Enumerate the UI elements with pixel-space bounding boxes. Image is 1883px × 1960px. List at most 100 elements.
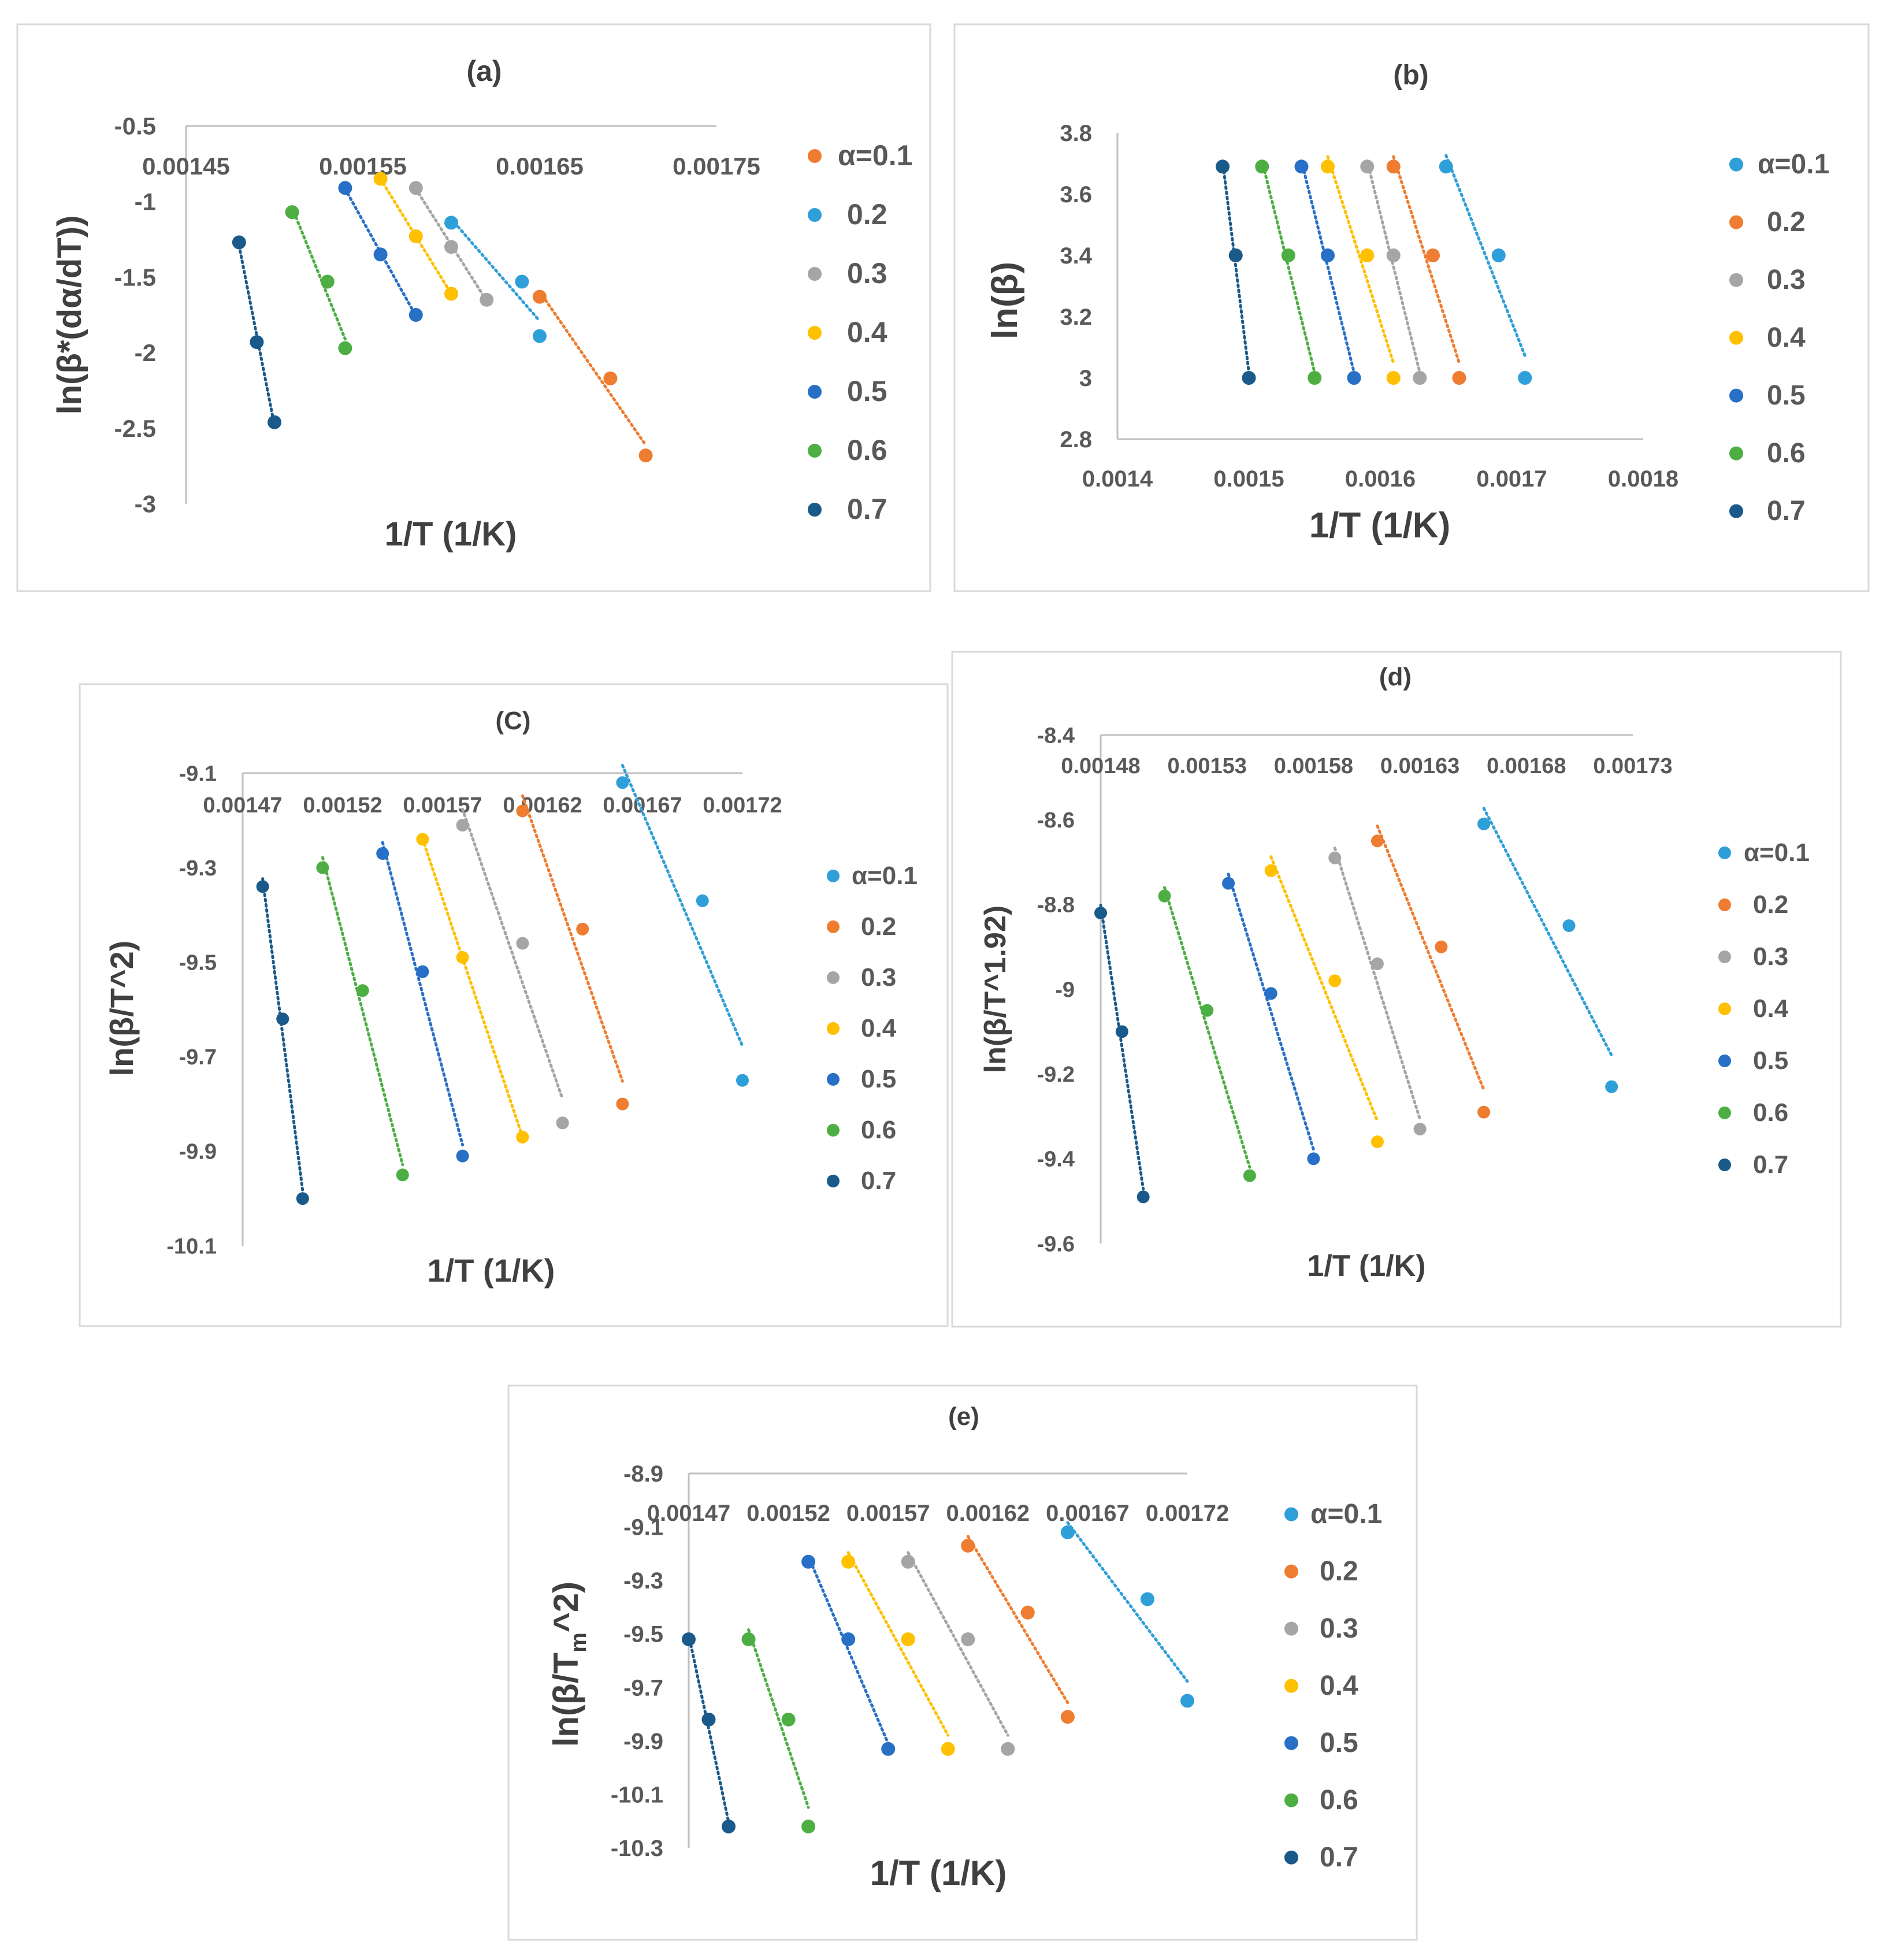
x-tick-label: 0.0017	[1476, 466, 1547, 492]
y-tick-label: -9	[1055, 978, 1075, 1002]
legend-label: 0.3	[1767, 265, 1806, 295]
y-tick-label: -1.5	[114, 263, 156, 291]
data-point-0.5	[1307, 1152, 1320, 1165]
trendline-0.3	[1365, 159, 1421, 374]
legend-marker	[1729, 157, 1743, 172]
legend-marker	[1729, 331, 1743, 345]
data-point-0.3	[1001, 1742, 1015, 1756]
legend-label: α=0.1	[1758, 149, 1829, 180]
data-point-0.5	[801, 1554, 816, 1569]
legend-marker	[1284, 1564, 1298, 1579]
data-point-0.5	[1347, 371, 1361, 385]
trendline-0.2	[1376, 824, 1485, 1092]
data-point-0.7	[1137, 1190, 1150, 1204]
y-axis-label-tail: ^2)	[547, 1582, 585, 1632]
chart-title: (d)	[1379, 663, 1412, 691]
data-point-0.1	[1140, 1592, 1154, 1606]
x-tick-label: 0.0014	[1082, 466, 1153, 492]
data-point-0.2	[516, 804, 529, 818]
x-tick-label: 0.00147	[203, 793, 282, 818]
data-point-0.5	[1264, 987, 1277, 1000]
trendline-0.6	[1163, 886, 1251, 1169]
data-point-0.7	[682, 1632, 696, 1646]
data-point-0.6	[1201, 1004, 1214, 1017]
data-point-0.6	[338, 341, 352, 355]
data-point-0.4	[1328, 974, 1342, 988]
x-axis-label: 1/T (1/K)	[428, 1252, 555, 1289]
y-tick-label: -9.4	[1037, 1148, 1075, 1172]
legend-label: 0.7	[847, 493, 887, 525]
data-point-0.6	[1255, 159, 1269, 174]
legend-marker	[1718, 950, 1731, 963]
data-point-0.3	[556, 1116, 569, 1130]
trendline-0.6	[1260, 159, 1316, 374]
trendline-0.5	[1227, 873, 1315, 1151]
x-tick-label: 0.00172	[1146, 1501, 1230, 1526]
x-tick-label: 0.00172	[703, 793, 782, 818]
legend-marker	[1729, 446, 1743, 461]
y-tick-label: -2.5	[114, 415, 156, 442]
x-tick-label: 0.00163	[1380, 754, 1459, 778]
data-point-0.7	[1094, 907, 1107, 919]
chart-title: (b)	[1393, 60, 1428, 91]
y-tick-label: 2.8	[1060, 427, 1092, 452]
legend-marker	[1729, 273, 1743, 287]
y-axis-label: ln(β/Tm^2)	[547, 1582, 591, 1747]
legend-marker	[808, 444, 822, 458]
y-axis-label: ln(β/T^1.92)	[979, 905, 1012, 1073]
x-tick-label: 0.0015	[1213, 466, 1284, 492]
legend-marker	[808, 149, 822, 163]
y-tick-label: 3.8	[1060, 121, 1092, 146]
x-tick-label: 0.00157	[846, 1501, 930, 1526]
y-tick-label: 3.2	[1060, 305, 1092, 330]
data-point-0.2	[1426, 248, 1440, 262]
legend-marker	[827, 1174, 840, 1187]
y-tick-label: 3.4	[1060, 243, 1092, 269]
chart-b: (b) 0.0014 0.0015 0.0016 0.0017 0.0018 3.8 3.6 3…	[953, 23, 1870, 592]
trendline-0.2	[966, 1535, 1069, 1705]
y-tick-label: -1	[135, 188, 156, 216]
x-tick-label: 0.00162	[946, 1501, 1030, 1526]
data-point-0.5	[408, 308, 423, 322]
legend-label: 0.2	[847, 198, 887, 231]
trendline-0.3	[1333, 847, 1422, 1121]
x-tick-label: 0.00155	[319, 153, 407, 180]
y-tick-label: -9.9	[623, 1729, 663, 1754]
y-tick-label: -9.3	[179, 856, 217, 881]
legend-marker	[827, 869, 840, 882]
legend-label: 0.6	[861, 1116, 896, 1144]
trendline-0.3	[461, 807, 564, 1101]
trendline-0.7	[237, 244, 276, 427]
legend-marker	[1729, 504, 1743, 518]
data-point-0.3	[961, 1632, 975, 1646]
data-point-0.2	[1452, 371, 1466, 385]
data-point-0.4	[516, 1130, 529, 1144]
legend-label: 0.7	[1767, 496, 1806, 526]
legend-marker	[827, 1123, 840, 1137]
chart-c: (C)0.00147 0.00152 0.00157 0.00162 0.00167 0.…	[79, 683, 949, 1327]
y-tick-label: -9.1	[623, 1515, 663, 1540]
legend-label: 0.5	[861, 1065, 896, 1093]
legend-marker	[808, 208, 822, 222]
y-tick-label: -9.1	[179, 762, 217, 786]
data-point-0.7	[256, 880, 269, 893]
y-tick-label: -9.9	[179, 1140, 217, 1164]
x-tick-label: 0.00152	[746, 1501, 830, 1526]
data-point-0.2	[616, 1097, 629, 1111]
y-tick-label: -8.8	[1037, 893, 1075, 918]
legend-marker	[1284, 1736, 1298, 1750]
y-tick-label: -8.6	[1037, 808, 1075, 833]
legend-marker	[1284, 1621, 1298, 1636]
trendline-0.6	[747, 1628, 810, 1809]
data-point-0.1	[736, 1074, 749, 1087]
chart-title: (C)	[495, 707, 530, 735]
legend-label: 0.2	[1753, 890, 1788, 919]
x-tick-label: 0.00167	[1046, 1501, 1130, 1526]
y-axis-label: ln(β)	[985, 262, 1025, 339]
legend-label: 0.7	[1320, 1842, 1358, 1873]
y-tick-label: -10.1	[166, 1234, 217, 1259]
data-point-0.2	[1060, 1710, 1075, 1724]
legend-label: 0.5	[1320, 1728, 1358, 1758]
data-point-0.7	[701, 1712, 716, 1727]
